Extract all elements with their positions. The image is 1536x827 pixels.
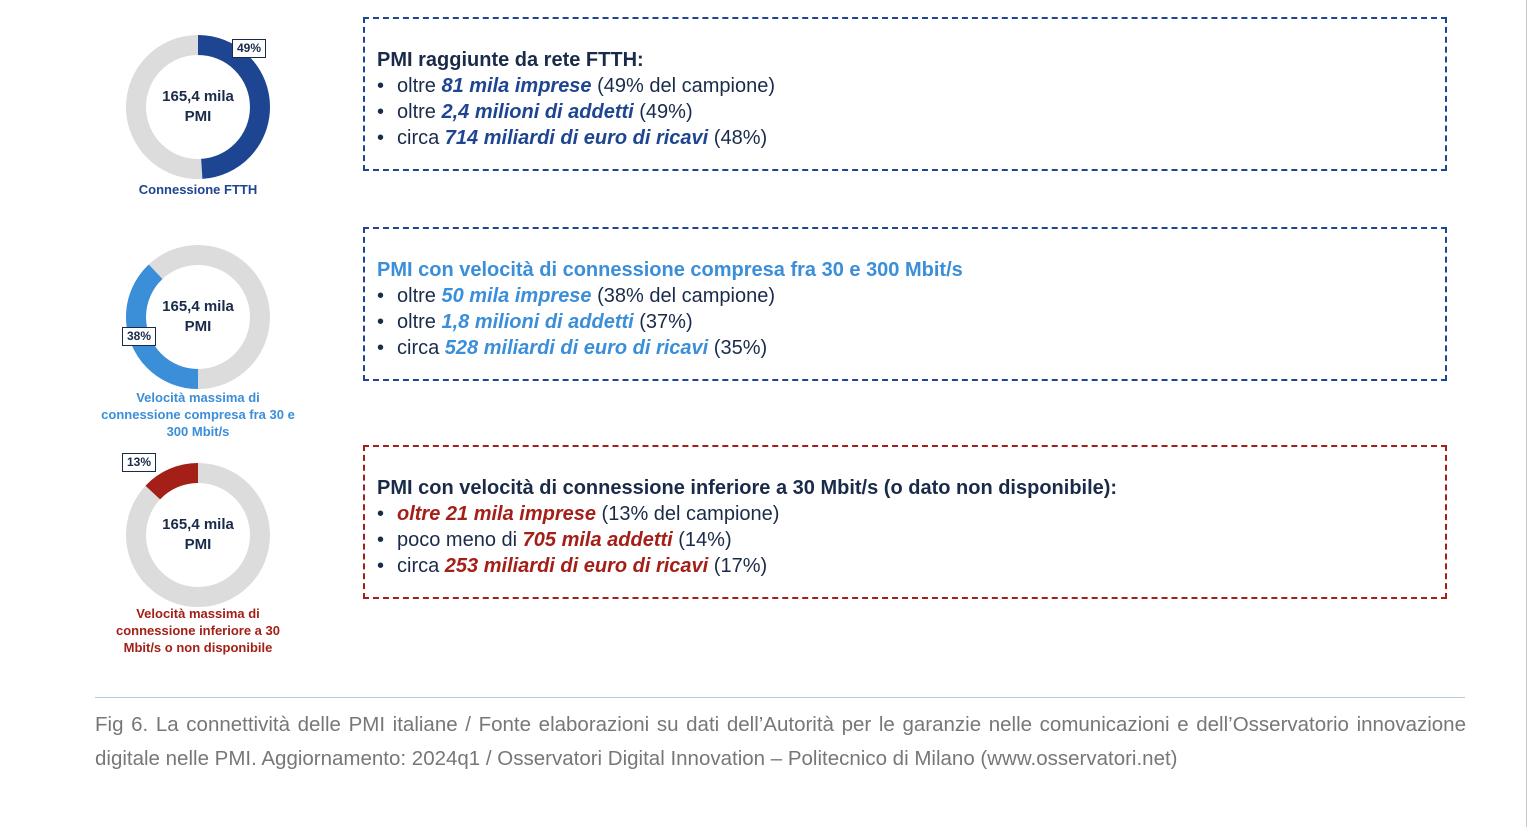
donut-center-label: 165,4 mila PMI (118, 455, 278, 615)
caption-low: Velocità massima di connessione inferior… (115, 606, 280, 655)
item-highlight: 1,8 milioni di addetti (441, 311, 634, 333)
donut-center-label: 165,4 mila PMI (118, 237, 278, 397)
donut-center-line2: PMI (184, 108, 212, 125)
item-pre: oltre (397, 311, 442, 333)
bullet: • (377, 337, 385, 359)
item-pre: circa (397, 555, 445, 577)
item-post: (37%) (633, 311, 693, 333)
box-title-mid: PMI con velocità di connessione compresa… (377, 259, 963, 281)
donut-center-line1: 165,4 mila (162, 516, 234, 533)
caption-ftth: Connessione FTTH (138, 182, 258, 197)
item-post: (13% del campione) (595, 503, 780, 525)
box-title-ftth: PMI raggiunte da rete FTTH: (377, 49, 644, 71)
info-box-mid: PMI con velocità di connessione compresa… (363, 227, 1447, 381)
donut-center-line2: PMI (184, 318, 212, 335)
item-highlight: 253 miliardi di euro di ricavi (444, 555, 709, 577)
list-item: • oltre 21 mila imprese (13% del campione… (377, 501, 1445, 527)
box-list-mid: • oltre 50 mila imprese (38% del campione… (377, 283, 1445, 361)
donut-chart-mid (126, 245, 270, 389)
item-post: (48%) (708, 127, 768, 149)
item-pre: circa (397, 127, 445, 149)
figure-caption: Fig 6. La connettività delle PMI italian… (95, 713, 1466, 770)
info-box-low: PMI con velocità di connessione inferior… (363, 445, 1447, 599)
item-highlight: 2,4 milioni di addetti (441, 101, 634, 123)
item-highlight: oltre 21 mila imprese (397, 503, 596, 525)
bullet: • (377, 75, 385, 97)
donut-arc-ftth (126, 35, 270, 179)
donut-mid: 165,4 mila PMI 38% (118, 237, 278, 397)
item-pre: poco meno di (397, 529, 523, 551)
item-highlight: 714 miliardi di euro di ricavi (444, 127, 709, 149)
item-post: (49%) (633, 101, 693, 123)
bullet: • (377, 555, 385, 577)
item-highlight: 705 mila addetti (522, 529, 673, 551)
donut-center-label: 165,4 mila PMI (118, 27, 278, 187)
item-pre: circa (397, 337, 445, 359)
caption-mid: Velocità massima di connessione compresa… (101, 390, 295, 439)
donut-arc-low (126, 463, 270, 607)
item-post: (38% del campione) (591, 285, 775, 307)
item-post: (14%) (672, 529, 732, 551)
list-item: • oltre 2,4 milioni di addetti (49%) (377, 99, 1445, 125)
caption-divider (95, 697, 1465, 698)
list-item: • circa 253 miliardi di euro di ricavi (1… (377, 553, 1445, 579)
list-item: • oltre 50 mila imprese (38% del campione… (377, 283, 1445, 309)
box-title-low: PMI con velocità di connessione inferior… (377, 477, 1118, 499)
item-highlight: 81 mila imprese (441, 75, 592, 97)
item-post: (35%) (708, 337, 768, 359)
donut-arc-mid (126, 245, 270, 389)
box-list-low: • oltre 21 mila imprese (13% del campione… (377, 501, 1445, 579)
donut-low: 165,4 mila PMI 13% (118, 453, 278, 615)
donut-center-line1: 165,4 mila (162, 88, 234, 105)
bullet: • (377, 127, 385, 149)
bullet: • (377, 101, 385, 123)
list-item: • oltre 1,8 milioni di addetti (37%) (377, 309, 1445, 335)
bullet: • (377, 503, 385, 525)
list-item: • circa 528 miliardi di euro di ricavi (3… (377, 335, 1445, 361)
item-pre: oltre (397, 75, 442, 97)
list-item: • oltre 81 mila imprese (49% del campione… (377, 73, 1445, 99)
donut-center-line1: 165,4 mila (162, 298, 234, 315)
donut-center-line2: PMI (184, 536, 212, 553)
item-post: (17%) (708, 555, 768, 577)
pct-label-ftth: 49% (232, 39, 267, 58)
list-item: • circa 714 miliardi di euro di ricavi (4… (377, 125, 1445, 151)
box-list-ftth: • oltre 81 mila imprese (49% del campione… (377, 73, 1445, 151)
item-highlight: 528 miliardi di euro di ricavi (444, 337, 709, 359)
item-post: (49% del campione) (591, 75, 775, 97)
donut-chart-ftth (126, 35, 270, 179)
pct-label-low: 13% (122, 453, 157, 472)
item-highlight: 50 mila imprese (441, 285, 592, 307)
page-edge-rule (1526, 0, 1527, 827)
item-pre: oltre (397, 285, 442, 307)
item-pre: oltre (397, 101, 442, 123)
donut-chart-low (126, 463, 270, 607)
donut-ftth: 165,4 mila PMI 49% (118, 27, 278, 187)
info-box-ftth: PMI raggiunte da rete FTTH: • oltre 81 mi… (363, 17, 1447, 171)
pct-label-mid: 38% (122, 327, 157, 346)
list-item: • poco meno di 705 mila addetti (14%) (377, 527, 1445, 553)
bullet: • (377, 285, 385, 307)
bullet: • (377, 529, 385, 551)
bullet: • (377, 311, 385, 333)
